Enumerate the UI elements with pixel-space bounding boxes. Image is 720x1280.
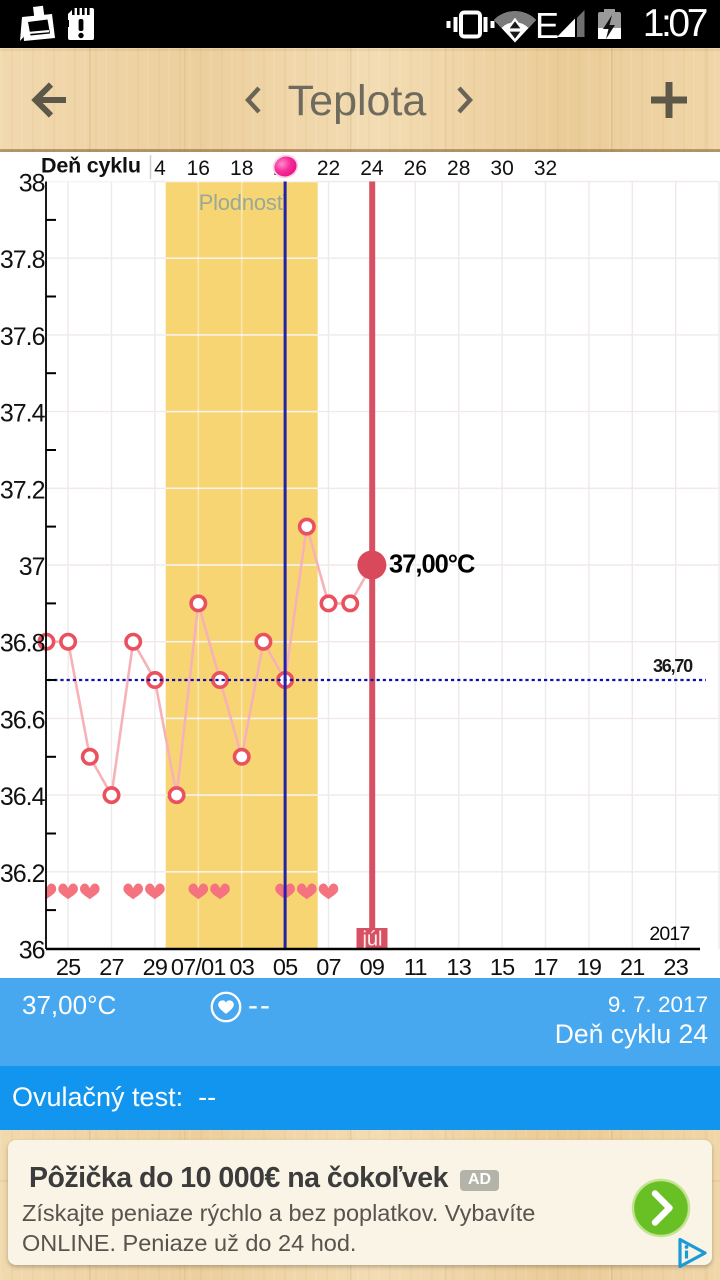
svg-text:4: 4	[154, 157, 166, 180]
svg-text:38: 38	[19, 170, 45, 198]
svg-text:22: 22	[317, 157, 340, 180]
svg-text:18: 18	[230, 157, 253, 180]
svg-text:25: 25	[56, 954, 81, 978]
svg-text:Plodnosť: Plodnosť	[199, 190, 286, 215]
svg-text:36: 36	[19, 937, 45, 965]
svg-text:37.8: 37.8	[0, 246, 45, 274]
svg-text:37.6: 37.6	[0, 323, 45, 351]
svg-text:36,70: 36,70	[653, 656, 693, 676]
svg-text:07: 07	[316, 954, 341, 978]
svg-text:16: 16	[187, 157, 210, 180]
svg-text:07/01: 07/01	[171, 954, 226, 978]
svg-text:36.8: 36.8	[0, 630, 45, 658]
svg-text:36.4: 36.4	[0, 783, 46, 811]
svg-text:37.2: 37.2	[0, 476, 45, 504]
svg-text:11: 11	[404, 954, 427, 978]
svg-text:28: 28	[447, 157, 470, 180]
svg-text:E: E	[535, 5, 559, 46]
svg-text:24: 24	[360, 157, 384, 180]
svg-text:13: 13	[446, 954, 471, 978]
svg-text:15: 15	[490, 954, 515, 978]
svg-text:17: 17	[533, 954, 558, 978]
svg-text:37: 37	[19, 553, 45, 581]
svg-text:23: 23	[663, 954, 688, 978]
svg-text:26: 26	[404, 157, 427, 180]
svg-text:37.4: 37.4	[0, 400, 46, 428]
svg-text:Teplota: Teplota	[288, 77, 427, 125]
svg-text:32: 32	[534, 157, 557, 180]
svg-text:Deň cyklu: Deň cyklu	[41, 154, 141, 178]
svg-text:36.2: 36.2	[0, 860, 45, 888]
svg-text:2017: 2017	[649, 923, 689, 945]
svg-text:36.6: 36.6	[0, 706, 45, 734]
svg-text:09: 09	[360, 954, 385, 978]
svg-text:30: 30	[490, 157, 513, 180]
svg-text:19: 19	[577, 954, 602, 978]
svg-text:03: 03	[229, 954, 254, 978]
svg-text:21: 21	[620, 954, 645, 978]
svg-text:29: 29	[143, 954, 168, 978]
svg-text:júl: júl	[361, 929, 382, 951]
svg-text:05: 05	[273, 954, 298, 978]
svg-text:27: 27	[99, 954, 124, 978]
svg-text:37,00°C: 37,00°C	[389, 551, 475, 579]
